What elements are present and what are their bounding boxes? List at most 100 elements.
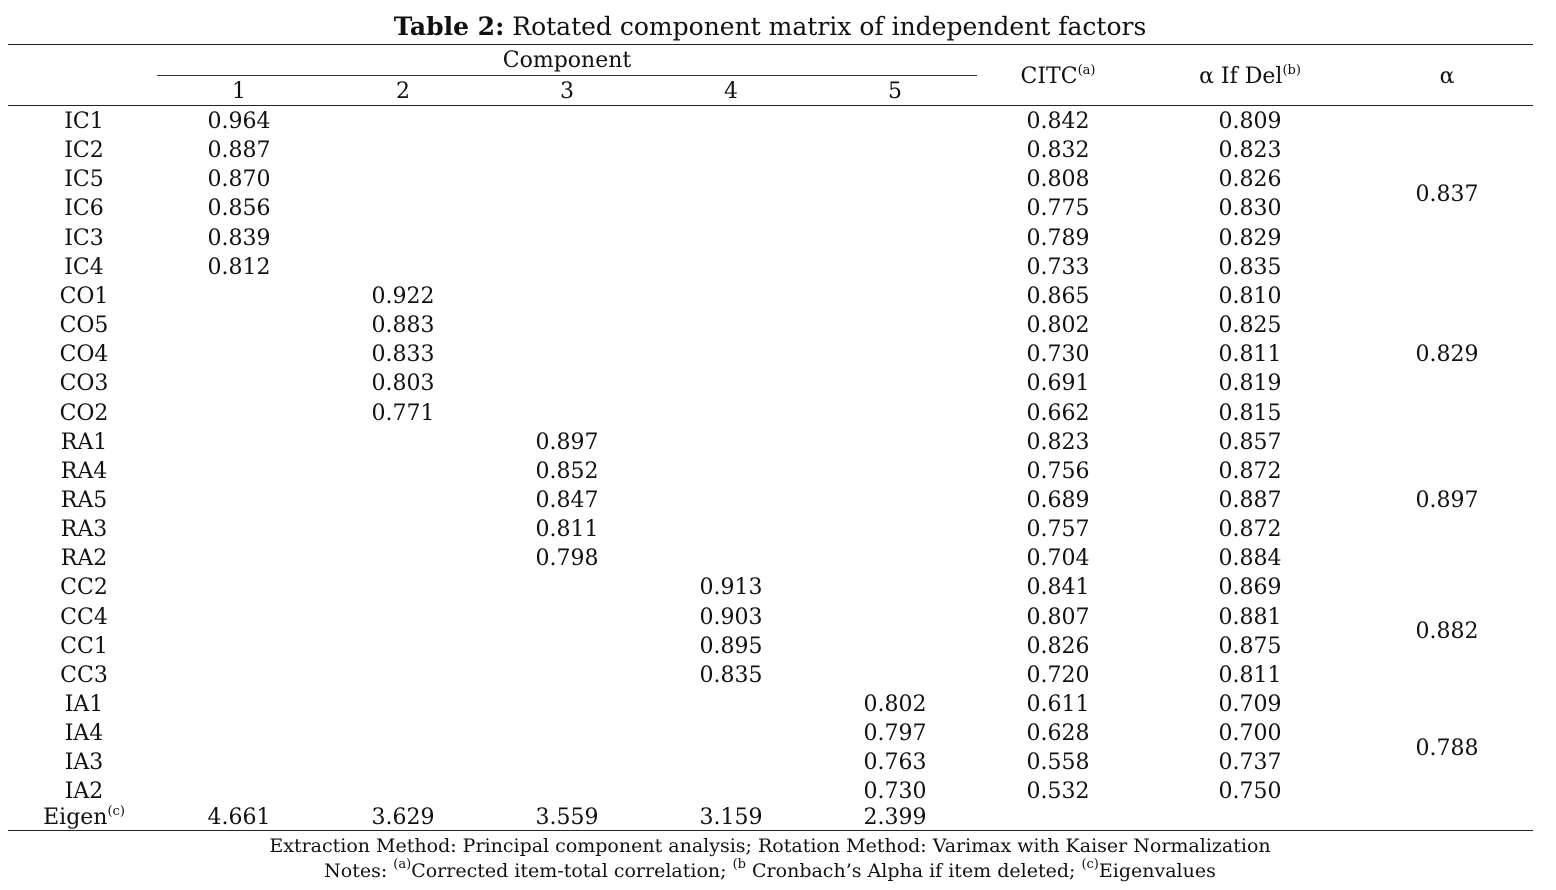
alpha-if-deleted-cell: 0.887 [1218, 488, 1282, 513]
loading-cell: 0.797 [863, 721, 927, 746]
component-number-3: 3 [560, 79, 574, 104]
loading-cell: 0.798 [535, 546, 599, 571]
row-item-label: IC3 [64, 226, 104, 251]
loading-cell: 0.856 [207, 196, 271, 221]
alpha-if-deleted-cell: 0.809 [1218, 109, 1282, 134]
eigenvalue-4: 3.159 [699, 805, 763, 830]
citc-cell: 0.841 [1026, 575, 1090, 600]
citc-cell: 0.662 [1026, 401, 1090, 426]
row-item-label: IC4 [64, 255, 104, 280]
citc-cell: 0.757 [1026, 517, 1090, 542]
loading-cell: 0.895 [699, 634, 763, 659]
row-item-label: RA4 [60, 459, 108, 484]
loading-cell: 0.964 [207, 109, 271, 134]
row-item-label: CO4 [59, 342, 109, 367]
row-item-label: CC2 [60, 575, 108, 600]
alpha-group-value: 0.882 [1415, 619, 1479, 644]
alpha-if-deleted-cell: 0.811 [1218, 663, 1282, 688]
citc-cell: 0.807 [1026, 605, 1090, 630]
alpha-if-deleted-cell: 0.750 [1218, 779, 1282, 804]
row-item-label: CC1 [60, 634, 108, 659]
row-item-label: RA5 [60, 488, 108, 513]
alpha-if-deleted-cell: 0.830 [1218, 196, 1282, 221]
citc-cell: 0.611 [1026, 692, 1090, 717]
citc-cell: 0.756 [1026, 459, 1090, 484]
table-title: Table 2: Rotated component matrix of ind… [0, 10, 1540, 44]
eigenvalue-3: 3.559 [535, 805, 599, 830]
row-item-label: RA3 [60, 517, 108, 542]
loading-cell: 0.833 [371, 342, 435, 367]
alpha-if-deleted-cell: 0.826 [1218, 167, 1282, 192]
citc-cell: 0.832 [1026, 138, 1090, 163]
loading-cell: 0.887 [207, 138, 271, 163]
component-number-4: 4 [724, 79, 738, 104]
loading-cell: 0.897 [535, 430, 599, 455]
citc-cell: 0.558 [1026, 750, 1090, 775]
alpha-group-value: 0.788 [1415, 736, 1479, 761]
row-item-label: IA2 [64, 779, 104, 804]
alpha-if-deleted-cell: 0.829 [1218, 226, 1282, 251]
citc-cell: 0.842 [1026, 109, 1090, 134]
alpha-if-deleted-cell: 0.709 [1218, 692, 1282, 717]
citc-cell: 0.802 [1026, 313, 1090, 338]
loading-cell: 0.730 [863, 779, 927, 804]
alpha-if-deleted-cell: 0.835 [1218, 255, 1282, 280]
loading-cell: 0.903 [699, 605, 763, 630]
component-underline [157, 75, 977, 76]
alpha-group-value: 0.837 [1415, 182, 1479, 207]
alpha-if-deleted-cell: 0.700 [1218, 721, 1282, 746]
citc-cell: 0.730 [1026, 342, 1090, 367]
row-item-label: IC5 [64, 167, 104, 192]
loading-cell: 0.839 [207, 226, 271, 251]
row-item-label: CO1 [59, 284, 109, 309]
bottom-rule [8, 830, 1533, 831]
row-item-label: CC4 [60, 605, 108, 630]
component-header: Component [502, 48, 632, 73]
loading-cell: 0.870 [207, 167, 271, 192]
row-item-label: CC3 [60, 663, 108, 688]
row-item-label: IA3 [64, 750, 104, 775]
citc-header: CITC(a) [1020, 63, 1096, 89]
loading-cell: 0.771 [371, 401, 435, 426]
eigenvalue-5: 2.399 [863, 805, 927, 830]
footnote-notes: Notes: (a)Corrected item-total correlati… [324, 857, 1216, 882]
alpha-if-deleted-cell: 0.811 [1218, 342, 1282, 367]
citc-cell: 0.865 [1026, 284, 1090, 309]
eigenvalue-1: 4.661 [207, 805, 271, 830]
loading-cell: 0.913 [699, 575, 763, 600]
row-item-label: IC6 [64, 196, 104, 221]
alpha-if-deleted-cell: 0.872 [1218, 517, 1282, 542]
loading-cell: 0.763 [863, 750, 927, 775]
alpha-if-deleted-cell: 0.815 [1218, 401, 1282, 426]
alpha-group-value: 0.829 [1415, 342, 1479, 367]
citc-cell: 0.808 [1026, 167, 1090, 192]
table-label: Table 2: [393, 12, 505, 41]
alpha-if-deleted-cell: 0.825 [1218, 313, 1282, 338]
citc-cell: 0.826 [1026, 634, 1090, 659]
citc-cell: 0.733 [1026, 255, 1090, 280]
citc-cell: 0.704 [1026, 546, 1090, 571]
component-number-1: 1 [232, 79, 246, 104]
citc-cell: 0.628 [1026, 721, 1090, 746]
alpha-if-deleted-cell: 0.823 [1218, 138, 1282, 163]
row-item-label: IC2 [64, 138, 104, 163]
citc-cell: 0.789 [1026, 226, 1090, 251]
citc-cell: 0.691 [1026, 371, 1090, 396]
eigenvalue-2: 3.629 [371, 805, 435, 830]
component-number-2: 2 [396, 79, 410, 104]
alpha-if-deleted-cell: 0.737 [1218, 750, 1282, 775]
citc-cell: 0.689 [1026, 488, 1090, 513]
row-item-label: IA4 [64, 721, 104, 746]
citc-cell: 0.823 [1026, 430, 1090, 455]
alpha-group-value: 0.897 [1415, 488, 1479, 513]
loading-cell: 0.847 [535, 488, 599, 513]
row-item-label: IA1 [64, 692, 104, 717]
alpha-if-deleted-cell: 0.857 [1218, 430, 1282, 455]
loading-cell: 0.852 [535, 459, 599, 484]
loading-cell: 0.812 [207, 255, 271, 280]
citc-cell: 0.720 [1026, 663, 1090, 688]
header-bottom-rule [8, 105, 1533, 106]
loading-cell: 0.803 [371, 371, 435, 396]
alpha-if-deleted-cell: 0.869 [1218, 575, 1282, 600]
loading-cell: 0.802 [863, 692, 927, 717]
